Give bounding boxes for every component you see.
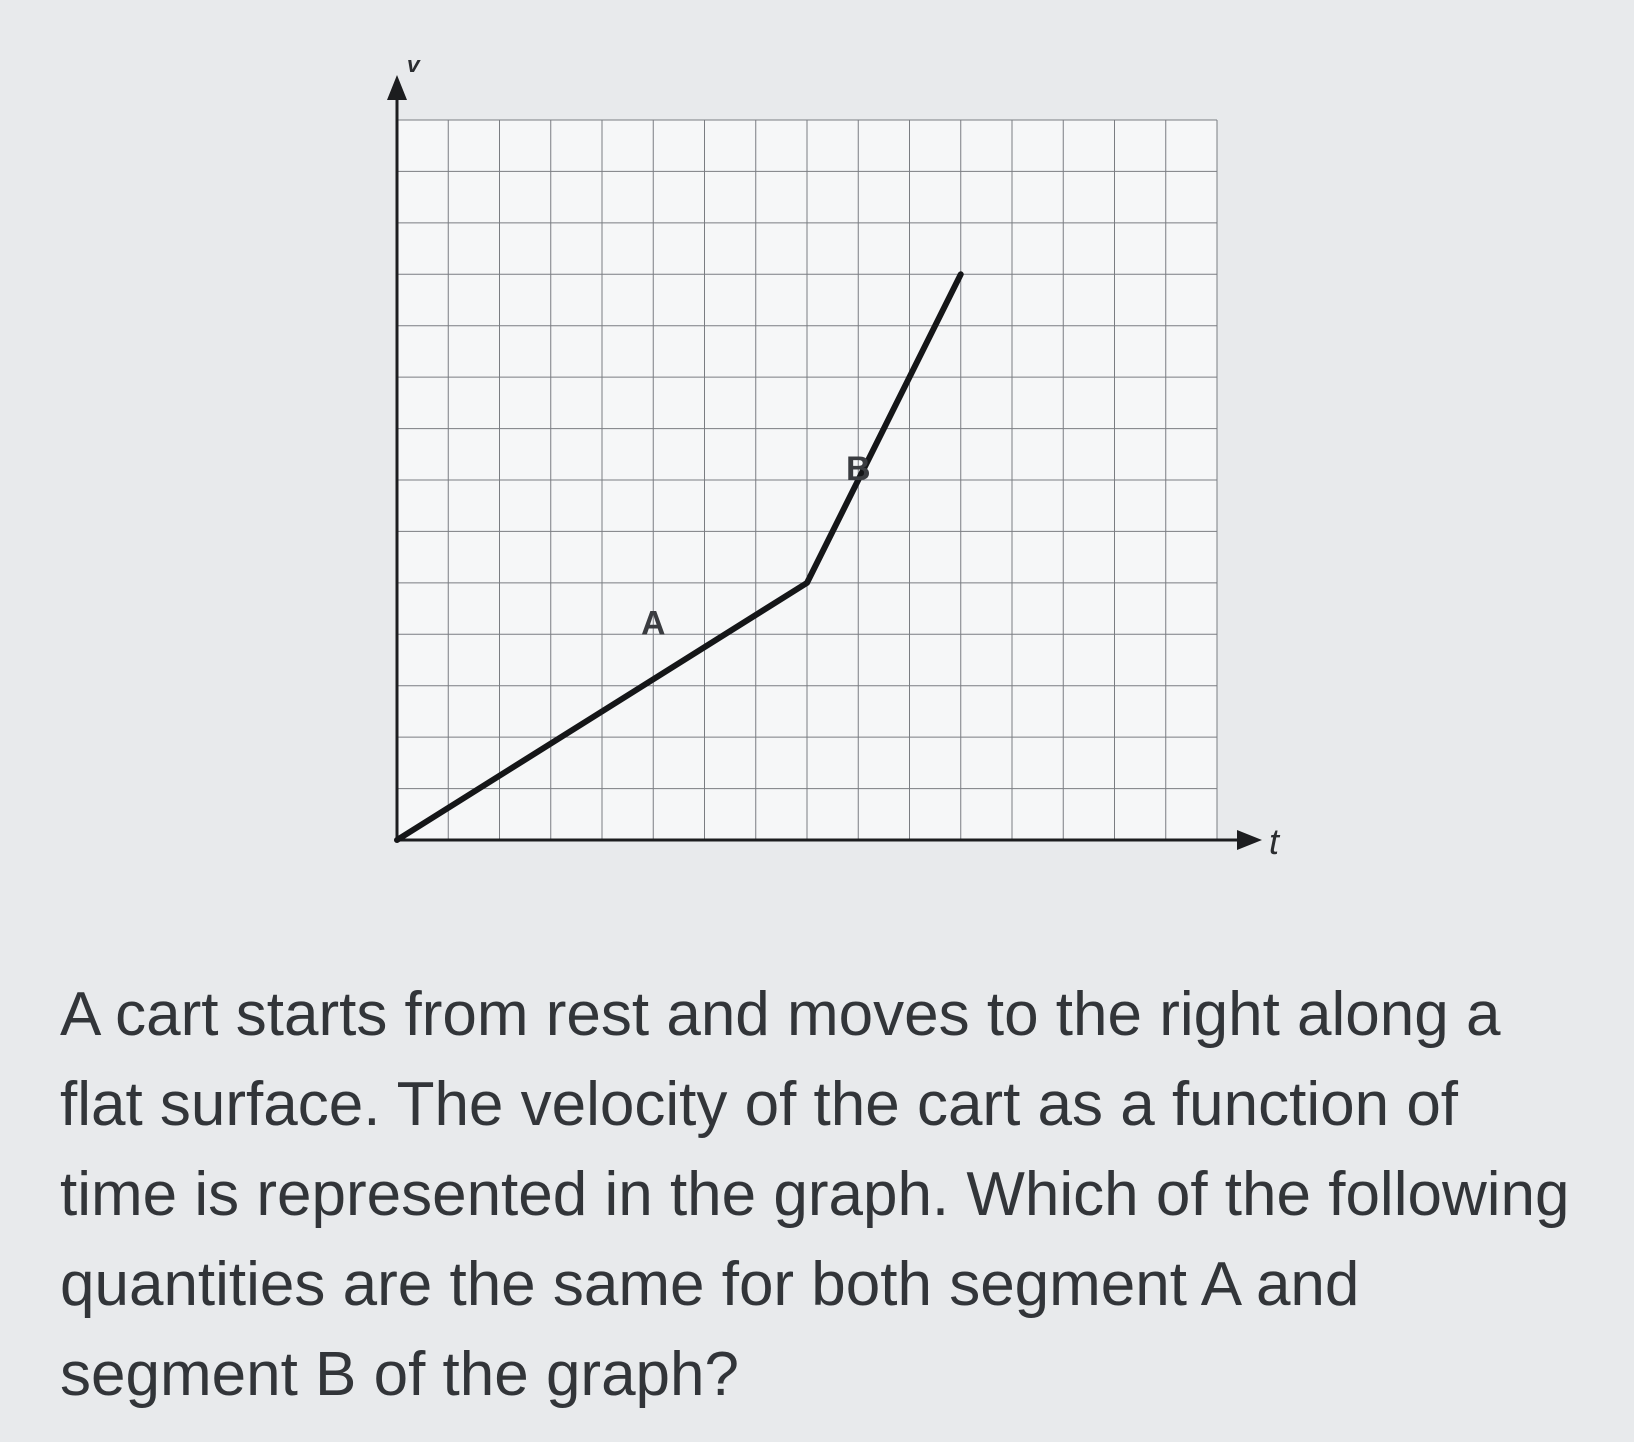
x-axis-label: t: [1269, 821, 1281, 862]
velocity-time-chart: v t A B: [337, 60, 1297, 900]
segment-label-b: B: [846, 450, 871, 488]
x-axis-arrow: [1237, 830, 1262, 850]
chart-container: v t A B: [0, 60, 1634, 900]
question-text: A cart starts from rest and moves to the…: [60, 970, 1574, 1419]
y-axis-arrow: [387, 75, 407, 100]
question-block: A cart starts from rest and moves to the…: [60, 970, 1574, 1419]
segment-label-a: A: [641, 604, 666, 642]
page-root: v t A B A cart starts from rest and moves t…: [0, 0, 1634, 1442]
y-axis-label: v: [405, 60, 425, 80]
